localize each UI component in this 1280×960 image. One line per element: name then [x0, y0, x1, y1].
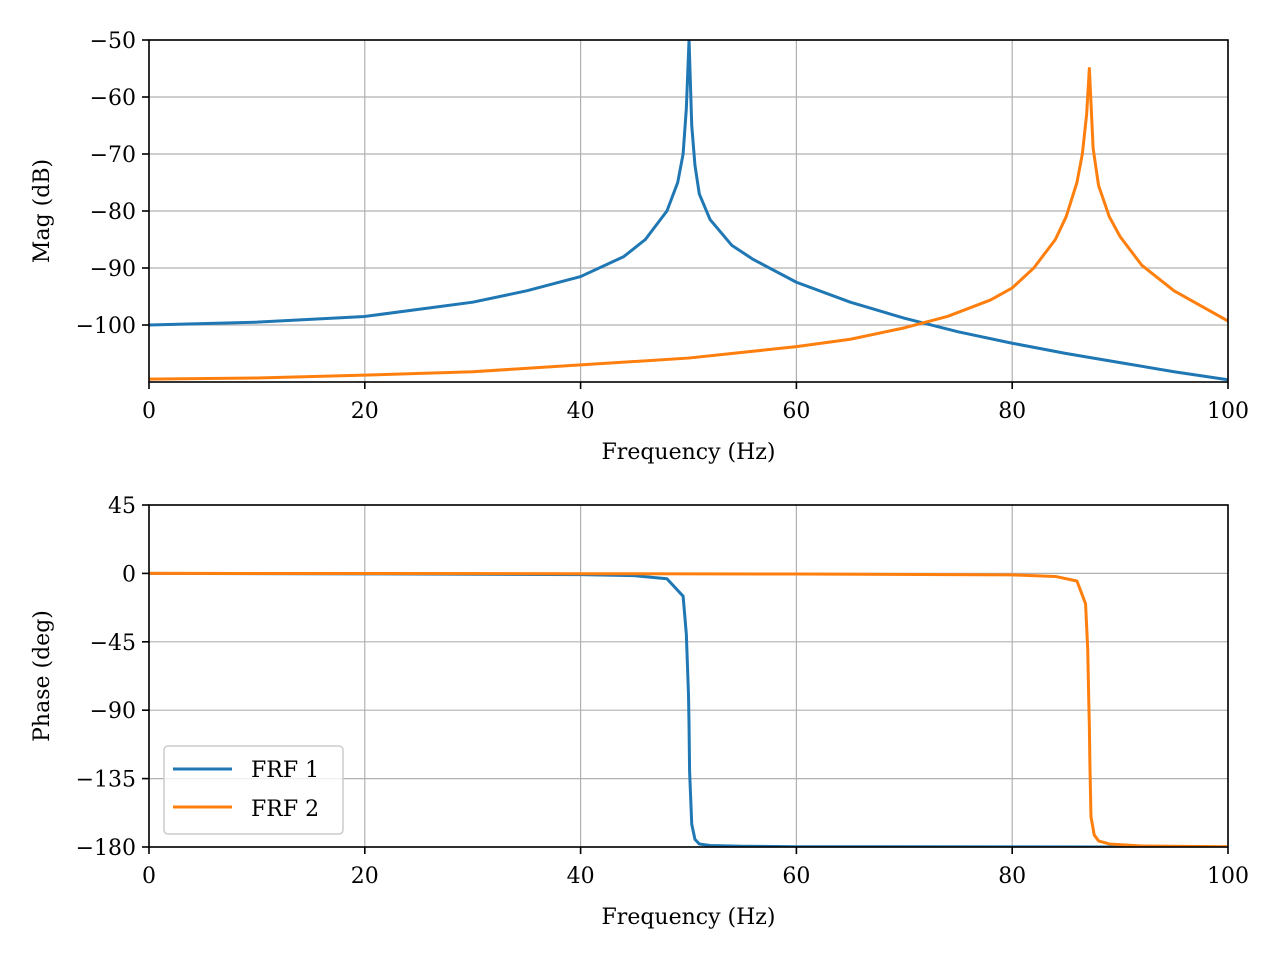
phase-x-axis-label: Frequency (Hz): [602, 905, 776, 930]
phase-y-tick-label-4: −135: [76, 768, 136, 793]
magnitude-plot: 0 20 40 60 80 100 −50 −60 −70 −80 −90 −100 Frequen…: [30, 29, 1249, 465]
phase-axes-frame: [148, 504, 1229, 848]
phase-y-tick-label-1: 0: [122, 562, 136, 587]
magnitude-x-tick-label-0: 0: [142, 399, 156, 424]
legend-label-frf-1: FRF 1: [251, 758, 319, 783]
magnitude-y-axis-label: Mag (dB): [30, 159, 55, 263]
phase-plot: 0 20 40 60 80 100 45 0 −45 −90 −135 −180 Frequency…: [30, 494, 1249, 930]
magnitude-y-tick-label-5: −100: [76, 314, 136, 339]
phase-y-tick-label-2: −45: [90, 631, 136, 656]
phase-x-tick-label-3: 60: [782, 864, 810, 889]
phase-x-tick-label-5: 100: [1207, 864, 1249, 889]
phase-line-frf-2: [149, 571, 1228, 847]
phase-x-tick-label-0: 0: [142, 864, 156, 889]
magnitude-x-axis-label: Frequency (Hz): [602, 440, 776, 465]
magnitude-y-tick-label-3: −80: [90, 200, 136, 225]
phase-y-ticks: 45 0 −45 −90 −135 −180: [76, 494, 149, 861]
magnitude-y-tick-label-4: −90: [90, 257, 136, 282]
magnitude-y-tick-label-2: −70: [90, 143, 136, 168]
magnitude-y-ticks: −50 −60 −70 −80 −90 −100: [76, 29, 149, 339]
phase-y-tick-label-0: 45: [108, 494, 136, 519]
phase-x-tick-label-4: 80: [998, 864, 1026, 889]
phase-y-tick-label-5: −180: [76, 836, 136, 861]
magnitude-x-tick-label-2: 40: [567, 399, 595, 424]
phase-axes: [148, 504, 1229, 848]
phase-y-axis-label: Phase (deg): [30, 610, 55, 742]
magnitude-lines: [149, 40, 1228, 382]
magnitude-y-tick-label-1: −60: [90, 86, 136, 111]
magnitude-x-tick-label-4: 80: [998, 399, 1026, 424]
phase-y-tick-label-3: −90: [90, 699, 136, 724]
magnitude-y-tick-label-0: −50: [90, 29, 136, 54]
phase-x-tick-label-1: 20: [351, 864, 379, 889]
legend-label-frf-2: FRF 2: [251, 797, 319, 822]
magnitude-x-tick-label-3: 60: [782, 399, 810, 424]
magnitude-x-tick-label-5: 100: [1207, 399, 1249, 424]
magnitude-line-frf-1: [149, 40, 1228, 382]
magnitude-line-frf-2: [149, 67, 1228, 381]
phase-x-tick-label-2: 40: [567, 864, 595, 889]
legend: FRF 1 FRF 2: [163, 745, 344, 835]
phase-x-ticks: 0 20 40 60 80 100: [142, 847, 1249, 889]
magnitude-x-ticks: 0 20 40 60 80 100: [142, 382, 1249, 424]
magnitude-x-tick-label-1: 20: [351, 399, 379, 424]
